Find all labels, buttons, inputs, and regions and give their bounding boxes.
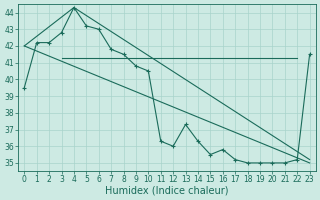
X-axis label: Humidex (Indice chaleur): Humidex (Indice chaleur) (105, 186, 229, 196)
